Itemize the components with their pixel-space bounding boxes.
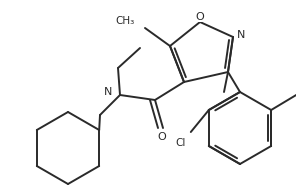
Text: O: O [158,132,166,142]
Text: N: N [104,87,112,97]
Text: O: O [196,12,204,22]
Text: CH₃: CH₃ [116,16,135,26]
Text: Cl: Cl [176,138,186,148]
Text: N: N [237,30,245,40]
